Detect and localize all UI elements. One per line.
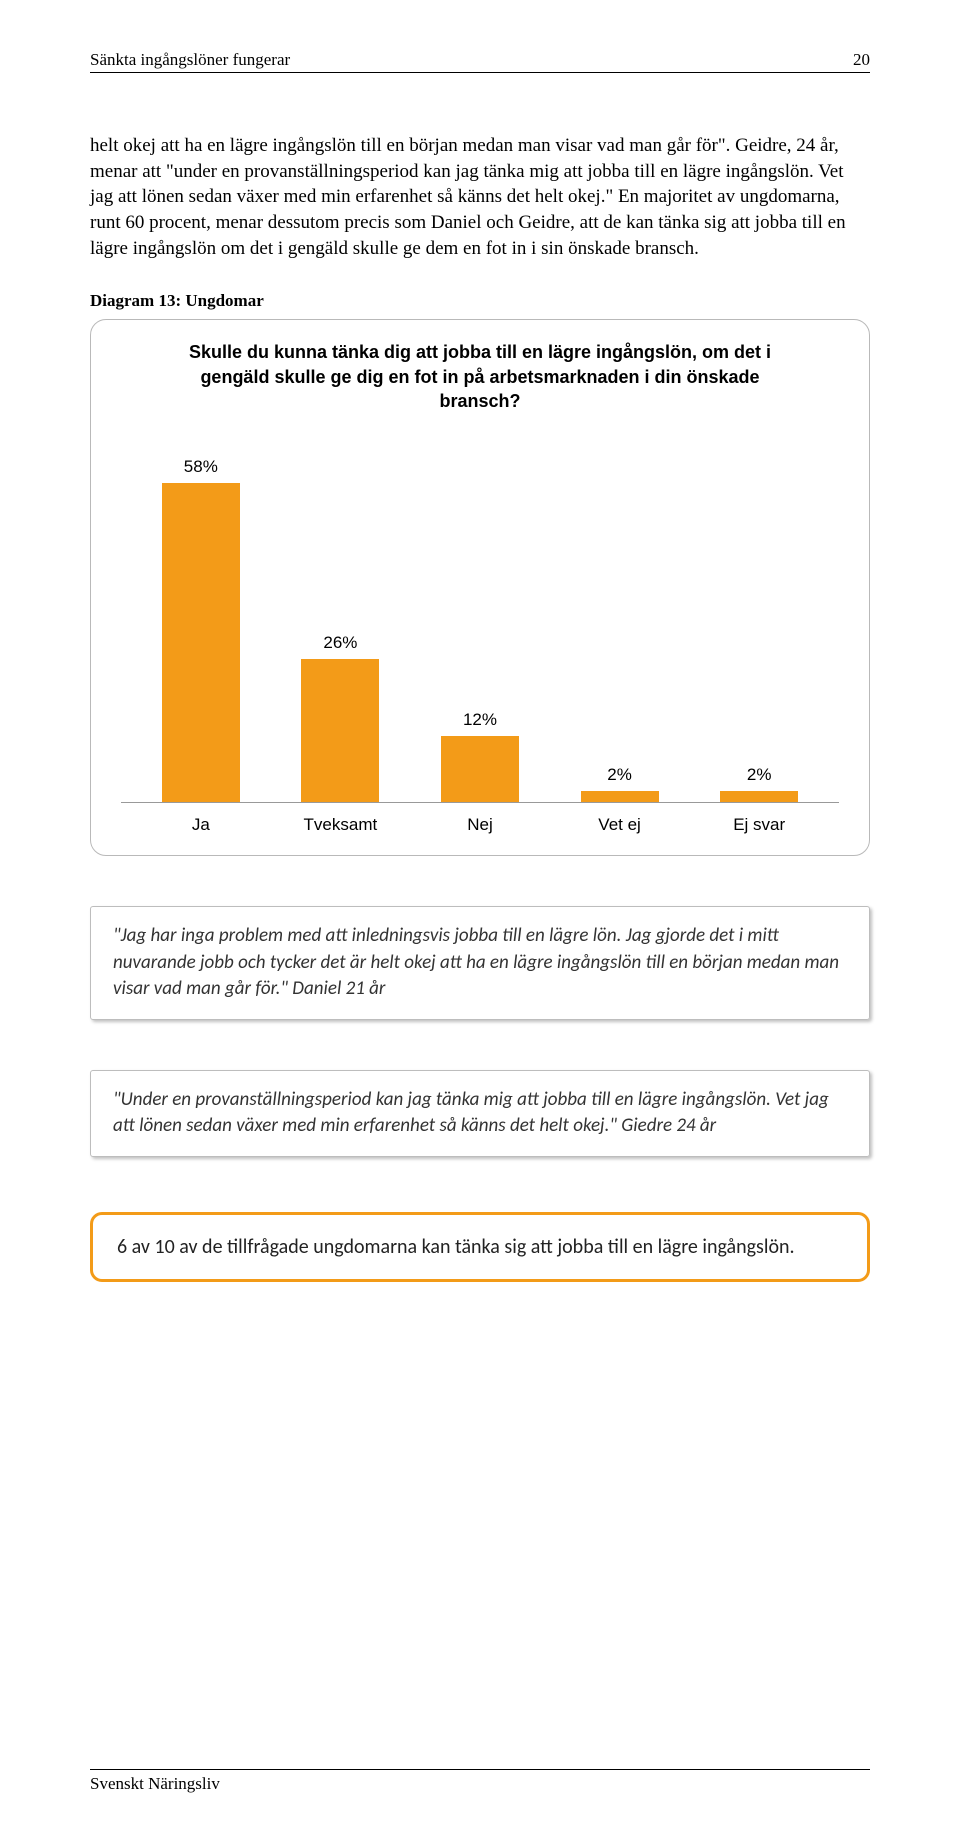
bar-wrap: 2% (557, 443, 683, 802)
header-title: Sänkta ingångslöner fungerar (90, 50, 290, 70)
x-axis-label: Vet ej (557, 815, 683, 835)
page-header: Sänkta ingångslöner fungerar 20 (90, 50, 870, 73)
bar-value-label: 26% (323, 633, 357, 653)
bar-wrap: 58% (138, 443, 264, 802)
chart-title: Skulle du kunna tänka dig att jobba till… (161, 340, 799, 413)
quote-box-1: "Jag har inga problem med att inlednings… (90, 906, 870, 1020)
bar-wrap: 2% (696, 443, 822, 802)
x-axis-label: Tveksamt (278, 815, 404, 835)
x-axis-label: Ja (138, 815, 264, 835)
header-page-number: 20 (853, 50, 870, 70)
bar (162, 483, 240, 802)
bar (301, 659, 379, 802)
bar (581, 791, 659, 802)
footer: Svenskt Näringsliv (90, 1769, 870, 1794)
body-paragraph: helt okej att ha en lägre ingångslön til… (90, 133, 870, 261)
quote-box-2: "Under en provanställningsperiod kan jag… (90, 1070, 870, 1157)
chart-bars-area: 58% 26% 12% 2% 2% (121, 443, 839, 803)
bar-value-label: 12% (463, 710, 497, 730)
bar-wrap: 12% (417, 443, 543, 802)
highlight-box: 6 av 10 av de tillfrågade ungdomarna kan… (90, 1212, 870, 1282)
bar-wrap: 26% (278, 443, 404, 802)
chart-x-labels: Ja Tveksamt Nej Vet ej Ej svar (121, 803, 839, 835)
bar (720, 791, 798, 802)
x-axis-label: Nej (417, 815, 543, 835)
bar-value-label: 58% (184, 457, 218, 477)
bar (441, 736, 519, 802)
bar-value-label: 2% (607, 765, 632, 785)
diagram-label: Diagram 13: Ungdomar (90, 291, 870, 311)
bar-value-label: 2% (747, 765, 772, 785)
chart-card: Skulle du kunna tänka dig att jobba till… (90, 319, 870, 856)
x-axis-label: Ej svar (696, 815, 822, 835)
highlight-text: 6 av 10 av de tillfrågade ungdomarna kan… (117, 1235, 795, 1259)
